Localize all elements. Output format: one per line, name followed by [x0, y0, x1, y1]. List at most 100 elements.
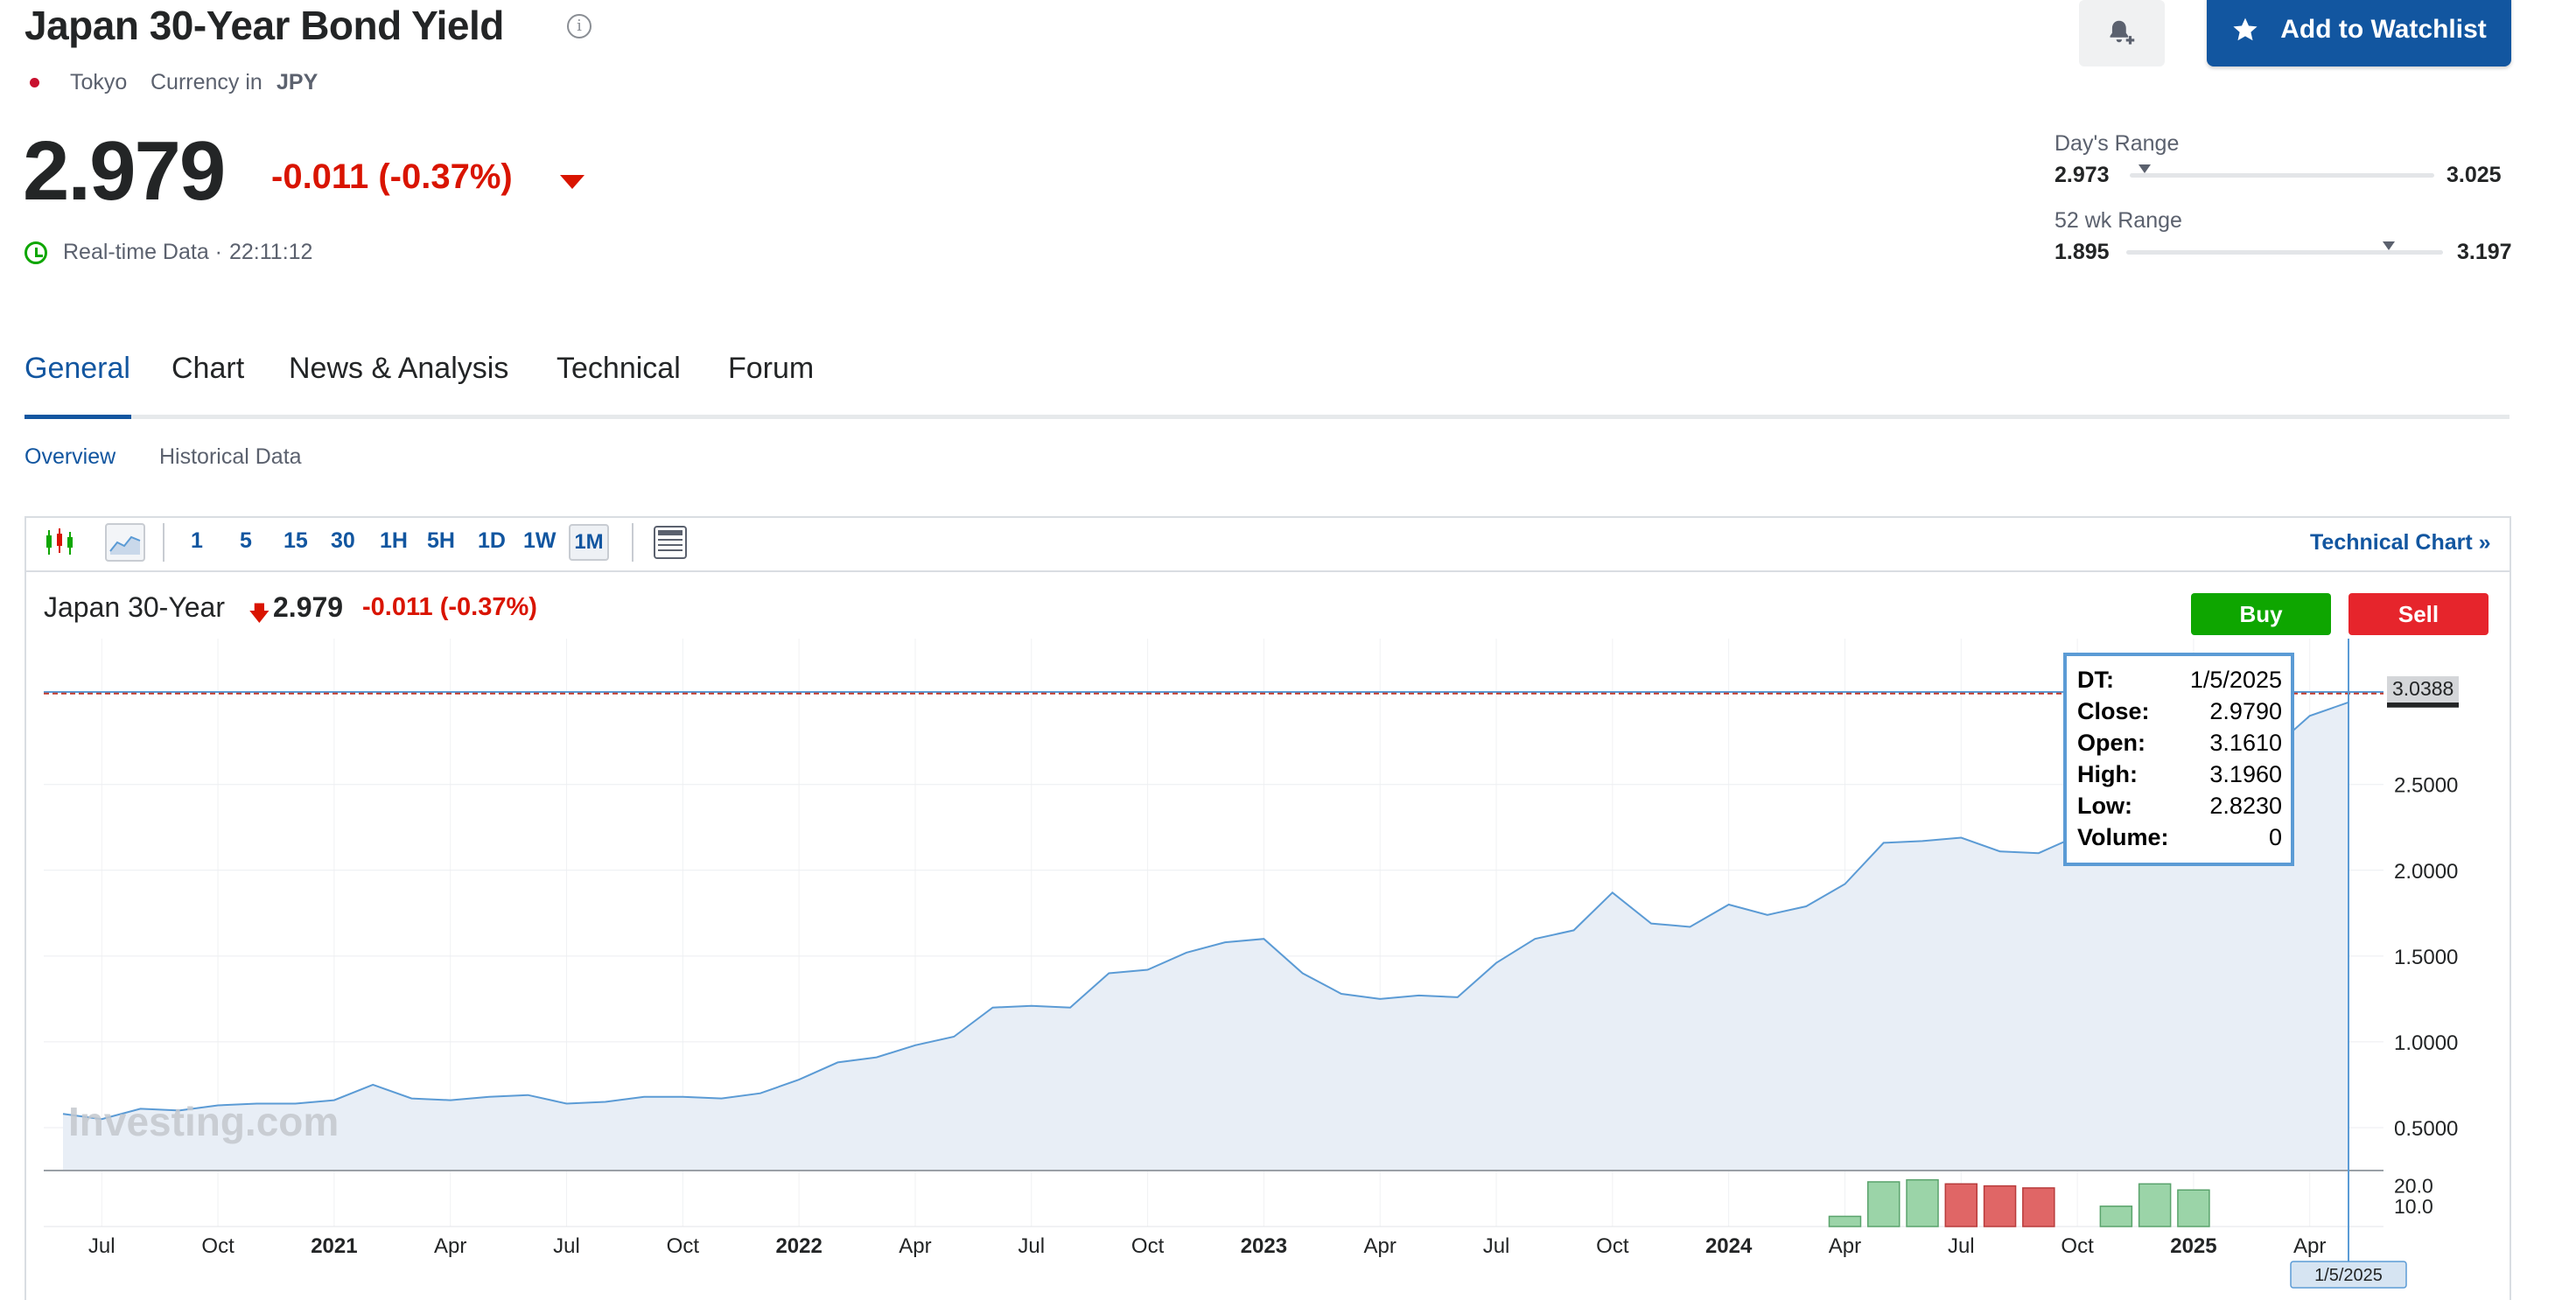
technical-chart-label: Technical Chart	[2310, 530, 2473, 555]
tooltip-row: DT: 1/5/2025	[2077, 667, 2282, 698]
x-tick-label: Apr	[1364, 1234, 1396, 1258]
volume-bar	[2138, 1183, 2172, 1227]
volume-tick-label: 20.0	[2394, 1175, 2433, 1198]
volume-bar	[1906, 1178, 1939, 1227]
area-chart-icon[interactable]	[105, 523, 145, 562]
chart-change-value: -0.011	[362, 593, 433, 621]
y-tick-label: 1.0000	[2394, 1031, 2458, 1055]
tooltip-value: 1/5/2025	[2189, 667, 2282, 693]
data-tooltip: DT: 1/5/2025 Close: 2.9790 Open: 3.1610 High: 3…	[2063, 653, 2294, 866]
tooltip-value: 3.1610	[2209, 730, 2282, 756]
volume-bar	[1828, 1215, 1862, 1227]
price-area	[63, 702, 2348, 1171]
create-alert-button[interactable]	[2079, 0, 2165, 66]
tab-forum[interactable]: Forum	[728, 352, 815, 385]
volume-tick-label: 10.0	[2394, 1195, 2433, 1218]
x-tick-label: 2021	[311, 1234, 357, 1258]
x-tick-label: Oct	[1596, 1234, 1629, 1258]
52wk-range-marker	[2383, 241, 2396, 250]
chart-widget	[24, 516, 2511, 1300]
volume-bar	[2177, 1189, 2210, 1227]
bell-plus-icon	[2110, 20, 2135, 45]
market-status-dot	[30, 78, 39, 87]
tab-chart[interactable]: Chart	[172, 352, 245, 385]
tooltip-value: 2.9790	[2209, 698, 2282, 724]
y-tick-label: 1.5000	[2394, 946, 2458, 969]
y-tick-label: 2.5000	[2394, 774, 2458, 798]
tooltip-key: DT:	[2077, 667, 2114, 693]
chart-instrument-name: Japan 30-Year	[44, 591, 225, 623]
tab-general[interactable]: General	[24, 352, 130, 385]
52wk-range-low: 1.895	[2054, 240, 2110, 264]
x-tick-label: 2023	[1241, 1234, 1287, 1258]
x-tick-label: Jul	[1018, 1234, 1045, 1258]
x-tick-label: Jul	[88, 1234, 116, 1258]
realtime-time: 22:11:12	[229, 240, 313, 264]
x-tick-label: Jul	[1948, 1234, 1975, 1258]
active-tab-indicator	[24, 415, 131, 419]
down-arrow-icon	[560, 175, 584, 189]
tooltip-key: High:	[2077, 761, 2138, 787]
exchange-name: Tokyo	[70, 70, 128, 94]
volume-bar	[1866, 1181, 1900, 1227]
tooltip-key: Close:	[2077, 698, 2150, 724]
tab-technical[interactable]: Technical	[556, 352, 681, 385]
toolbar-divider	[26, 570, 2510, 572]
x-tick-label: Jul	[553, 1234, 580, 1258]
interval-30[interactable]: 30	[331, 528, 355, 553]
interval-1d[interactable]: 1D	[478, 528, 506, 553]
tab-news-analysis[interactable]: News & Analysis	[289, 352, 509, 385]
interval-15[interactable]: 15	[284, 528, 308, 553]
subtab-overview[interactable]: Overview	[24, 444, 116, 469]
interval-5[interactable]: 5	[240, 528, 252, 553]
realtime-label: Real-time Data ·	[63, 240, 222, 264]
price-chart[interactable]: 0.5000 1.0000 1.5000 2.0000 2.5000 Investing.…	[26, 639, 2476, 1300]
tooltip-key: Volume:	[2077, 824, 2169, 850]
watchlist-label: Add to Watchlist	[2280, 15, 2487, 44]
52wk-range-bar	[2126, 241, 2443, 255]
x-tick-label: Apr	[2293, 1234, 2326, 1258]
interval-5h[interactable]: 5H	[427, 528, 455, 553]
tooltip-value: 2.8230	[2209, 793, 2282, 819]
info-icon[interactable]: i	[567, 14, 592, 38]
x-tick-label: 2022	[775, 1234, 822, 1258]
interval-1h[interactable]: 1H	[380, 528, 408, 553]
buy-button[interactable]: Buy	[2191, 593, 2331, 635]
tooltip-value: 0	[2268, 824, 2282, 850]
volume-bar	[1944, 1183, 1978, 1227]
candlestick-icon[interactable]	[42, 525, 77, 564]
double-chevron-right-icon: »	[2478, 530, 2491, 555]
data-table-icon[interactable]	[653, 525, 688, 564]
toolbar-separator	[163, 523, 164, 562]
page-title: Japan 30-Year Bond Yield	[24, 3, 504, 48]
tooltip-row: Open: 3.1610	[2077, 730, 2282, 761]
interval-1m[interactable]: 1M	[569, 524, 609, 561]
tooltip-row: Volume: 0	[2077, 824, 2282, 856]
crosshair-date-box	[2290, 1261, 2407, 1289]
tabs-divider	[24, 415, 2510, 419]
last-price: 2.979	[23, 124, 226, 218]
chart-change: -0.011 (-0.37%)	[362, 593, 537, 622]
subtab-historical-data[interactable]: Historical Data	[159, 444, 302, 469]
tooltip-value: 3.1960	[2209, 761, 2282, 787]
add-to-watchlist-button[interactable]: Add to Watchlist	[2207, 0, 2511, 66]
x-tick-label: 2024	[1705, 1234, 1753, 1258]
sell-button[interactable]: Sell	[2348, 593, 2488, 635]
currency-label: Currency in	[150, 70, 262, 94]
x-tick-label: Oct	[2061, 1234, 2094, 1258]
x-tick-label: Apr	[434, 1234, 466, 1258]
interval-1w[interactable]: 1W	[523, 528, 556, 553]
y-tick-label: 0.5000	[2394, 1117, 2458, 1141]
days-range-low: 2.973	[2054, 163, 2110, 187]
x-tick-label: 2025	[2170, 1234, 2216, 1258]
technical-chart-link[interactable]: Technical Chart »	[2310, 530, 2491, 556]
interval-1[interactable]: 1	[191, 528, 203, 553]
x-tick-label: Apr	[1829, 1234, 1861, 1258]
x-tick-label: Oct	[201, 1234, 234, 1258]
tooltip-row: High: 3.1960	[2077, 761, 2282, 793]
chart-change-pct: (-0.37%)	[439, 593, 537, 621]
days-range-label: Day's Range	[2054, 131, 2180, 156]
toolbar-separator	[632, 523, 634, 562]
price-change: -0.011 (-0.37%)	[271, 157, 513, 196]
watermark-logo: Investing.com	[68, 1099, 339, 1144]
